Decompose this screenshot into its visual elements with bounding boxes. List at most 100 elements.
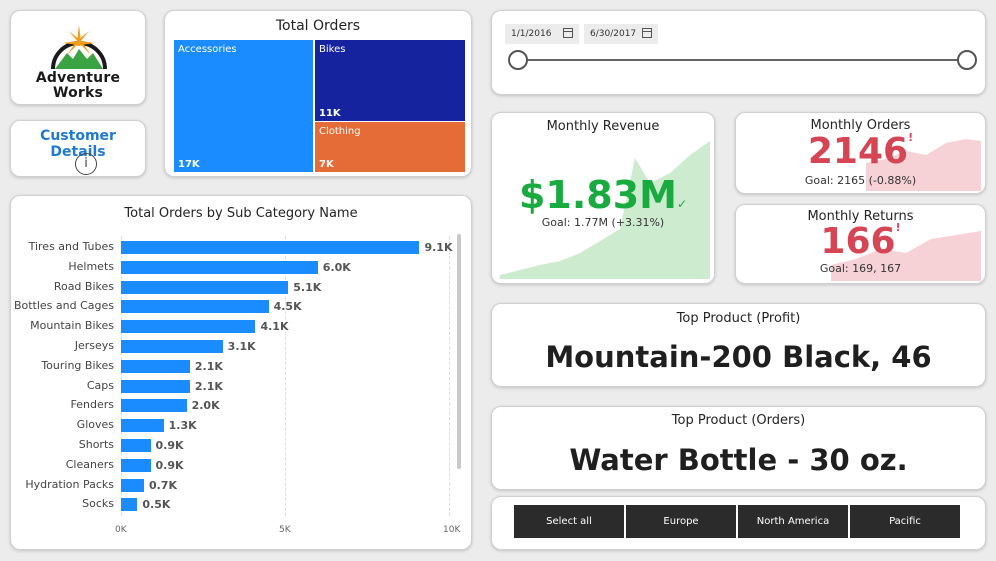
- treemap-tile-bikes[interactable]: Bikes 11K: [315, 40, 465, 121]
- orders-value-text: 2146: [807, 131, 909, 172]
- monthly-orders-kpi[interactable]: Monthly Orders 2146! Goal: 2165 (-0.88%): [735, 112, 986, 194]
- bar-value-label: 1.3K: [168, 419, 197, 433]
- category-label: Mountain Bikes: [30, 319, 114, 333]
- region-europe-button[interactable]: Europe: [626, 505, 736, 538]
- end-date-input[interactable]: 6/30/2017: [584, 24, 658, 44]
- bar-value-label: 3.1K: [227, 340, 256, 353]
- category-label: Caps: [86, 378, 114, 392]
- date-range-slicer[interactable]: 1/1/2016 6/30/2017: [491, 10, 986, 95]
- info-icon[interactable]: i: [75, 153, 97, 175]
- monthly-returns-kpi[interactable]: Monthly Returns 166! Goal: 169, 167: [735, 204, 986, 284]
- category-label: Fenders: [70, 398, 114, 412]
- returns-title: Monthly Returns: [807, 209, 914, 224]
- revenue-goal: Goal: 1.77M (+3.31%): [541, 216, 665, 229]
- bar[interactable]: [121, 280, 289, 294]
- bar[interactable]: [121, 340, 223, 353]
- calendar-icon[interactable]: [642, 28, 652, 38]
- bar[interactable]: [121, 419, 164, 433]
- x-tick-label: 10K: [443, 525, 461, 535]
- category-label: Shorts: [78, 438, 114, 451]
- category-label: Jerseys: [74, 339, 114, 352]
- treemap-tile-accessories[interactable]: Accessories 17K: [174, 40, 313, 172]
- category-label: Bottles and Cages: [13, 299, 114, 313]
- category-label: Socks: [82, 497, 114, 511]
- slider-end-handle[interactable]: [957, 50, 977, 70]
- bar-value-label: 2.1K: [194, 379, 223, 393]
- top-product-orders-card[interactable]: Top Product (Orders) Water Bottle - 30 o…: [491, 406, 986, 490]
- bar[interactable]: [121, 399, 187, 413]
- bar[interactable]: [121, 300, 269, 314]
- bar[interactable]: [121, 260, 318, 274]
- bar-value-label: 0.7K: [148, 478, 177, 492]
- tile-name: Accessories: [178, 44, 237, 55]
- calendar-icon[interactable]: [563, 28, 573, 38]
- bar[interactable]: [121, 498, 138, 512]
- revenue-value-text: $1.83M: [518, 173, 677, 217]
- check-icon: ✓: [676, 197, 688, 211]
- bar-value-label: 9.1K: [424, 241, 453, 254]
- revenue-value: $1.83M✓: [492, 173, 714, 217]
- top-profit-value: Mountain-200 Black, 46: [545, 340, 932, 374]
- bar-value-label: 2.1K: [194, 359, 223, 373]
- start-date-input[interactable]: 1/1/2016: [505, 24, 579, 44]
- start-date-value: 1/1/2016: [511, 29, 552, 39]
- region-north-america-button[interactable]: North America: [738, 505, 848, 538]
- logo-graphic: [51, 25, 107, 70]
- top-product-profit-card[interactable]: Top Product (Profit) Mountain-200 Black,…: [491, 303, 986, 387]
- bar[interactable]: [121, 379, 190, 393]
- orders-value: 2146!: [736, 131, 985, 172]
- bar[interactable]: [121, 320, 256, 334]
- orders-goal: Goal: 2165 (-0.88%): [804, 174, 917, 187]
- tile-value: 17K: [178, 159, 200, 170]
- warning-icon: !: [908, 131, 914, 144]
- bar-value-label: 4.5K: [273, 300, 302, 314]
- logo-line1: Adventure: [35, 70, 121, 86]
- revenue-trend-area: [500, 141, 710, 279]
- x-gridline: [285, 236, 286, 516]
- x-gridline: [121, 236, 122, 516]
- returns-value: 166!: [736, 221, 985, 262]
- x-tick-label: 0K: [115, 525, 127, 535]
- category-label: Tires and Tubes: [28, 240, 114, 253]
- bar[interactable]: [121, 478, 144, 492]
- top-profit-title: Top Product (Profit): [676, 311, 801, 326]
- slider-start-handle[interactable]: [508, 50, 528, 70]
- orders-trend-area: [866, 139, 981, 191]
- tile-value: 7K: [319, 159, 334, 170]
- region-pacific-button[interactable]: Pacific: [850, 505, 960, 538]
- bar[interactable]: [121, 439, 151, 452]
- bar-value-label: 2.0K: [191, 399, 220, 413]
- treemap-tile-clothing[interactable]: Clothing 7K: [315, 122, 465, 172]
- bar-value-label: 0.9K: [155, 439, 184, 452]
- x-gridline: [449, 236, 450, 516]
- warning-icon: !: [895, 221, 901, 234]
- chart-title: Total Orders by Sub Category Name: [124, 206, 358, 221]
- bar[interactable]: [121, 458, 151, 472]
- slider-track[interactable]: [518, 59, 963, 61]
- returns-value-text: 166: [820, 221, 896, 262]
- tile-value: 11K: [319, 108, 341, 119]
- category-label: Hydration Packs: [25, 477, 114, 491]
- region-select-all-button[interactable]: Select all: [514, 505, 624, 538]
- bar-value-label: 6.0K: [322, 260, 351, 274]
- chart-scrollbar[interactable]: [457, 234, 461, 469]
- x-tick-label: 5K: [279, 525, 291, 535]
- category-label: Helmets: [68, 259, 114, 273]
- monthly-revenue-kpi[interactable]: Monthly Revenue $1.83M✓ Goal: 1.77M (+3.…: [491, 112, 715, 284]
- orders-title: Monthly Orders: [810, 118, 911, 133]
- returns-goal: Goal: 169, 167: [819, 262, 902, 275]
- bar[interactable]: [121, 241, 420, 254]
- adventure-works-logo: Adventure Works: [10, 10, 146, 105]
- total-orders-treemap[interactable]: Total Orders Accessories 17K Bikes 11K C…: [164, 10, 472, 177]
- bar-value-label: 5.1K: [293, 280, 322, 294]
- category-label: Gloves: [76, 418, 114, 432]
- end-date-value: 6/30/2017: [590, 29, 637, 39]
- revenue-title: Monthly Revenue: [546, 119, 660, 134]
- bar-value-label: 4.1K: [260, 320, 289, 334]
- region-slicer[interactable]: Select all Europe North America Pacific: [491, 496, 986, 550]
- logo-line2: Works: [52, 85, 104, 101]
- orders-by-subcategory-chart[interactable]: Total Orders by Sub Category Name 0K 5K 10…: [10, 195, 472, 550]
- tile-name: Bikes: [319, 44, 346, 55]
- customer-details-button[interactable]: Customer Details i: [10, 120, 146, 177]
- bar[interactable]: [121, 359, 190, 373]
